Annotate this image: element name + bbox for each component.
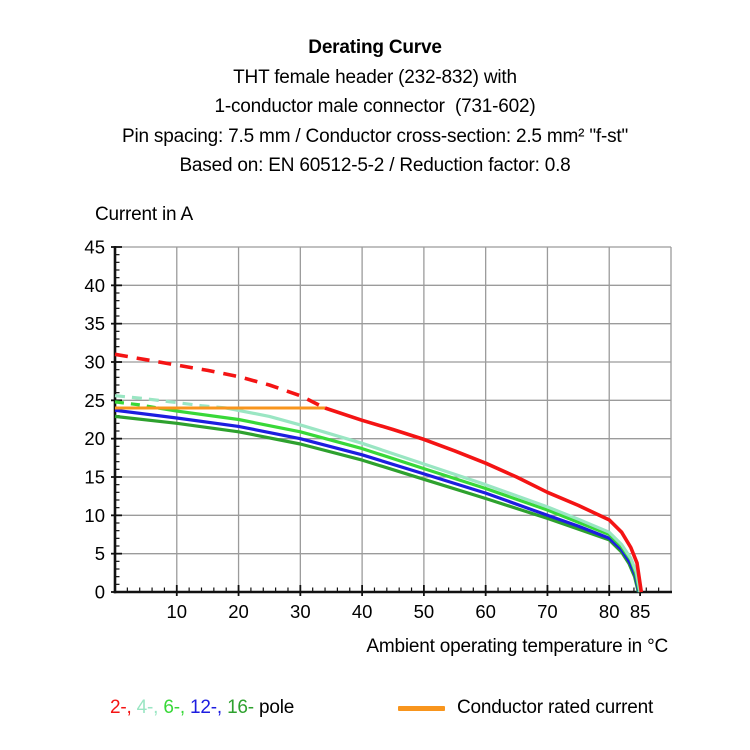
- y-tick-label-25: 25: [84, 390, 105, 411]
- y-axis-title: Current in A: [95, 204, 193, 225]
- curve-16-pole-solid: [114, 414, 640, 593]
- x-tick-label-85: 85: [630, 601, 651, 622]
- rated-current-swatch: [398, 705, 445, 711]
- pole-legend: 2-, 4-, 6-, 12-, 16- pole: [110, 697, 294, 719]
- x-axis-title: Ambient operating temperature in °C: [366, 636, 668, 657]
- chart-subtitle-line-4: Based on: EN 60512-5-2 / Reduction facto…: [179, 155, 571, 176]
- chart-subtitle-line-2: 1-conductor male connector (731-602): [214, 96, 536, 117]
- x-tick-label-80: 80: [599, 601, 620, 622]
- legend-item-6-pole: 6-,: [163, 697, 185, 718]
- rated-current-legend: Conductor rated current: [398, 697, 653, 719]
- x-tick-label-70: 70: [537, 601, 558, 622]
- curve-12-pole-solid: [114, 408, 641, 593]
- x-tick-label-60: 60: [475, 601, 496, 622]
- y-tick-label-40: 40: [84, 275, 105, 296]
- y-tick-label-10: 10: [84, 505, 105, 526]
- y-tick-label-20: 20: [84, 428, 105, 449]
- x-tick-label-50: 50: [414, 601, 435, 622]
- chart-title: Derating Curve: [308, 37, 442, 58]
- chart-subtitle-line-3: Pin spacing: 7.5 mm / Conductor cross-se…: [121, 125, 628, 147]
- legend-item-16-pole: 16-: [227, 697, 254, 718]
- curve-4-pole-dashed: [114, 394, 227, 410]
- chart-header: Derating Curve THT female header (232-83…: [0, 33, 750, 181]
- y-tick-label-5: 5: [95, 543, 105, 564]
- y-tick-label-35: 35: [84, 313, 105, 334]
- chart-subtitle-line-1: THT female header (232-832) with: [233, 66, 517, 88]
- legend-item-2-pole: 2-,: [110, 697, 132, 718]
- y-tick-label-45: 45: [84, 237, 105, 258]
- x-tick-label-40: 40: [352, 601, 373, 622]
- y-tick-label-30: 30: [84, 352, 105, 373]
- y-tick-label-0: 0: [95, 582, 105, 603]
- legend-item-12-pole: 12-,: [190, 697, 222, 718]
- x-tick-label-20: 20: [228, 601, 249, 622]
- x-tick-label-30: 30: [290, 601, 311, 622]
- curve-2-pole-dashed: [114, 352, 326, 410]
- curve-2-pole-solid: [324, 406, 644, 593]
- legend-item-4-pole: 4-,: [136, 697, 159, 718]
- y-tick-label-15: 15: [84, 467, 105, 488]
- rated-current-label: Conductor rated current: [457, 697, 654, 718]
- legend-pole-suffix: pole: [259, 697, 295, 718]
- curve-4-pole-solid: [225, 406, 642, 593]
- x-tick-label-10: 10: [166, 601, 187, 622]
